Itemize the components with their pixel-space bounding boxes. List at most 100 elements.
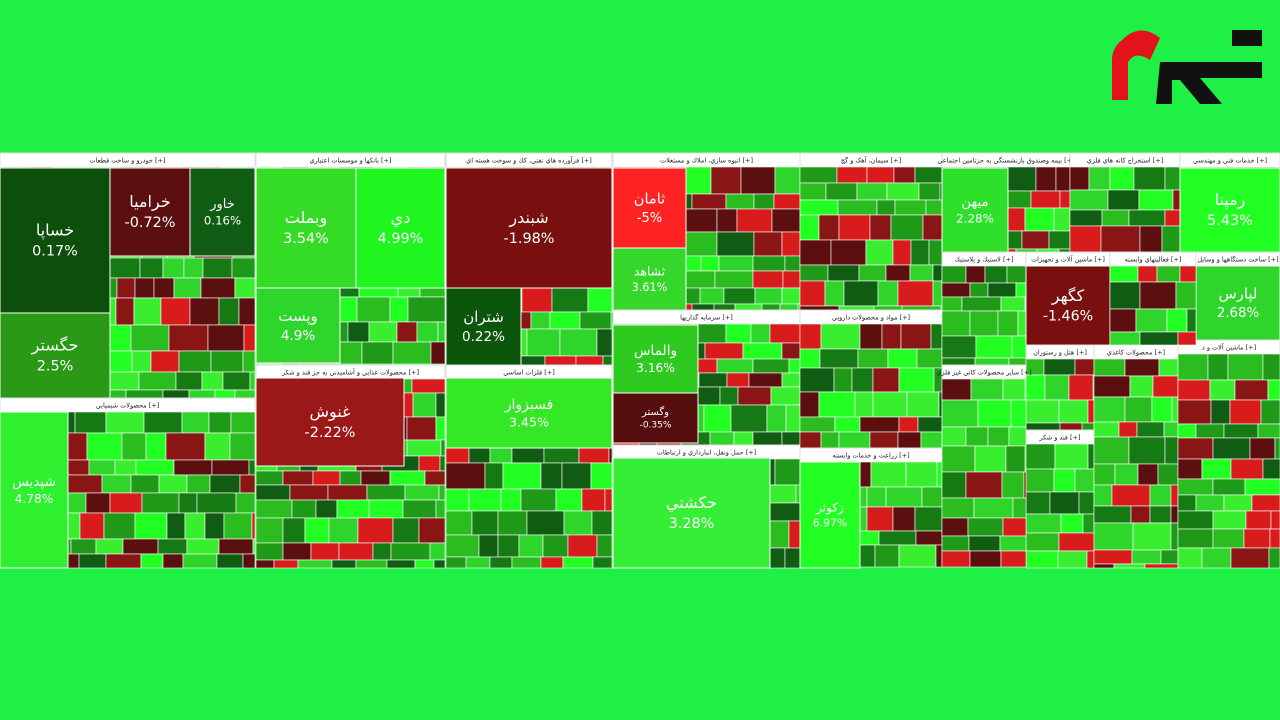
tile-filler xyxy=(468,488,502,512)
tile-filler xyxy=(255,499,293,519)
tile-filler xyxy=(411,378,446,394)
logo-black xyxy=(1232,30,1262,46)
sector-title: فلزات اساسي [+] xyxy=(503,369,555,377)
tile-filler xyxy=(975,335,1013,359)
tile-filler xyxy=(969,310,999,337)
tile-filler xyxy=(1152,375,1179,398)
tile-filler xyxy=(249,371,256,391)
tile-name: دي xyxy=(391,208,411,228)
tile-filler xyxy=(229,432,256,461)
tile-filler xyxy=(130,474,160,494)
tile-filler xyxy=(1044,374,1070,401)
tile-filler xyxy=(1025,513,1062,534)
tile-filler xyxy=(1017,310,1027,337)
tile-filler xyxy=(200,277,236,299)
tile-name: كگهر xyxy=(1051,286,1085,306)
tile-filler xyxy=(1048,230,1071,250)
tile-value-label: -5% xyxy=(637,211,663,226)
tile-name: لپارس xyxy=(1219,286,1258,303)
tile-filler xyxy=(930,323,943,350)
tile-filler xyxy=(973,497,1014,519)
tile-filler xyxy=(910,239,930,266)
tile-filler xyxy=(709,431,735,446)
tile-filler xyxy=(779,303,799,311)
tile-filler xyxy=(602,355,613,366)
tile-filler xyxy=(255,470,284,486)
tile-filler xyxy=(859,416,900,433)
tile-filler xyxy=(590,462,613,490)
tile-filler xyxy=(406,439,442,457)
tile-filler xyxy=(1118,421,1138,438)
tile-value-label: 0.16% xyxy=(204,213,241,227)
tile-filler xyxy=(869,431,899,449)
tile-filler xyxy=(894,199,927,216)
tile-filler xyxy=(1144,563,1179,569)
tile-filler xyxy=(1093,505,1132,524)
tile-filler xyxy=(1177,547,1203,569)
tile-filler xyxy=(941,335,977,359)
tile-filler xyxy=(865,239,894,266)
sector-title: محصولات غذايي و آشاميدني به جز قند و شكر… xyxy=(281,368,419,377)
tile-filler xyxy=(941,282,971,298)
tile-filler xyxy=(969,550,1002,568)
tile-filler xyxy=(784,547,801,569)
tile-filler xyxy=(1114,463,1139,486)
tile-filler xyxy=(95,538,124,555)
tile-filler xyxy=(218,538,254,555)
tile-filler xyxy=(691,193,727,210)
tile-filler xyxy=(336,499,370,519)
tile-filler xyxy=(242,553,256,569)
tile-filler xyxy=(234,277,256,299)
tile-filler xyxy=(562,556,594,569)
tile-filler xyxy=(1043,358,1076,376)
tile-filler xyxy=(935,544,943,568)
tile-filler xyxy=(773,193,801,210)
tile-filler xyxy=(1186,308,1197,333)
tile xyxy=(255,287,341,364)
tile-filler xyxy=(162,553,184,569)
tile-filler xyxy=(892,239,912,266)
tile-filler xyxy=(936,461,943,488)
tile-filler xyxy=(604,488,613,512)
logo-black xyxy=(1156,62,1262,104)
tile-filler xyxy=(1132,522,1172,551)
tile-filler xyxy=(941,445,976,473)
tile-filler xyxy=(211,459,250,476)
tile-filler xyxy=(1262,353,1280,381)
tile-filler xyxy=(1002,378,1026,401)
tile-filler xyxy=(917,416,943,433)
tile-filler xyxy=(544,355,577,366)
tile-filler xyxy=(74,411,107,434)
tile-name: ثشاهد xyxy=(634,263,666,278)
tile-filler xyxy=(1025,399,1060,424)
tile-filler xyxy=(1269,528,1280,549)
tile-filler xyxy=(938,391,943,418)
tile-value-label: -1.98% xyxy=(504,231,555,247)
tile-filler xyxy=(698,372,728,388)
tile-filler xyxy=(1149,484,1172,507)
logo-red xyxy=(1112,30,1160,100)
tile-filler xyxy=(414,559,435,569)
tile-filler xyxy=(134,277,155,299)
tile-filler xyxy=(799,239,832,266)
tile-filler xyxy=(742,342,783,360)
sector-title: فعاليتهاي وابسته [+] xyxy=(1125,256,1182,264)
tile-filler xyxy=(230,411,256,434)
tile-filler xyxy=(1177,331,1197,346)
sector-title: ماشين آلات و د [+] xyxy=(1202,343,1256,352)
tile-filler xyxy=(1177,528,1214,549)
tile-filler xyxy=(921,486,943,508)
tile-filler xyxy=(750,323,771,344)
tile-filler xyxy=(1262,458,1280,480)
tile-name: شپديس xyxy=(12,474,56,490)
tile-value-label: 6.97% xyxy=(813,516,847,529)
tile-filler xyxy=(502,462,542,490)
tile-filler xyxy=(116,277,136,299)
tile-filler xyxy=(1058,532,1095,552)
tile-name: خاور xyxy=(209,197,235,212)
tile xyxy=(355,167,446,289)
tile-filler xyxy=(710,166,742,195)
tile-filler xyxy=(1210,399,1231,425)
tile-filler xyxy=(1177,379,1211,401)
